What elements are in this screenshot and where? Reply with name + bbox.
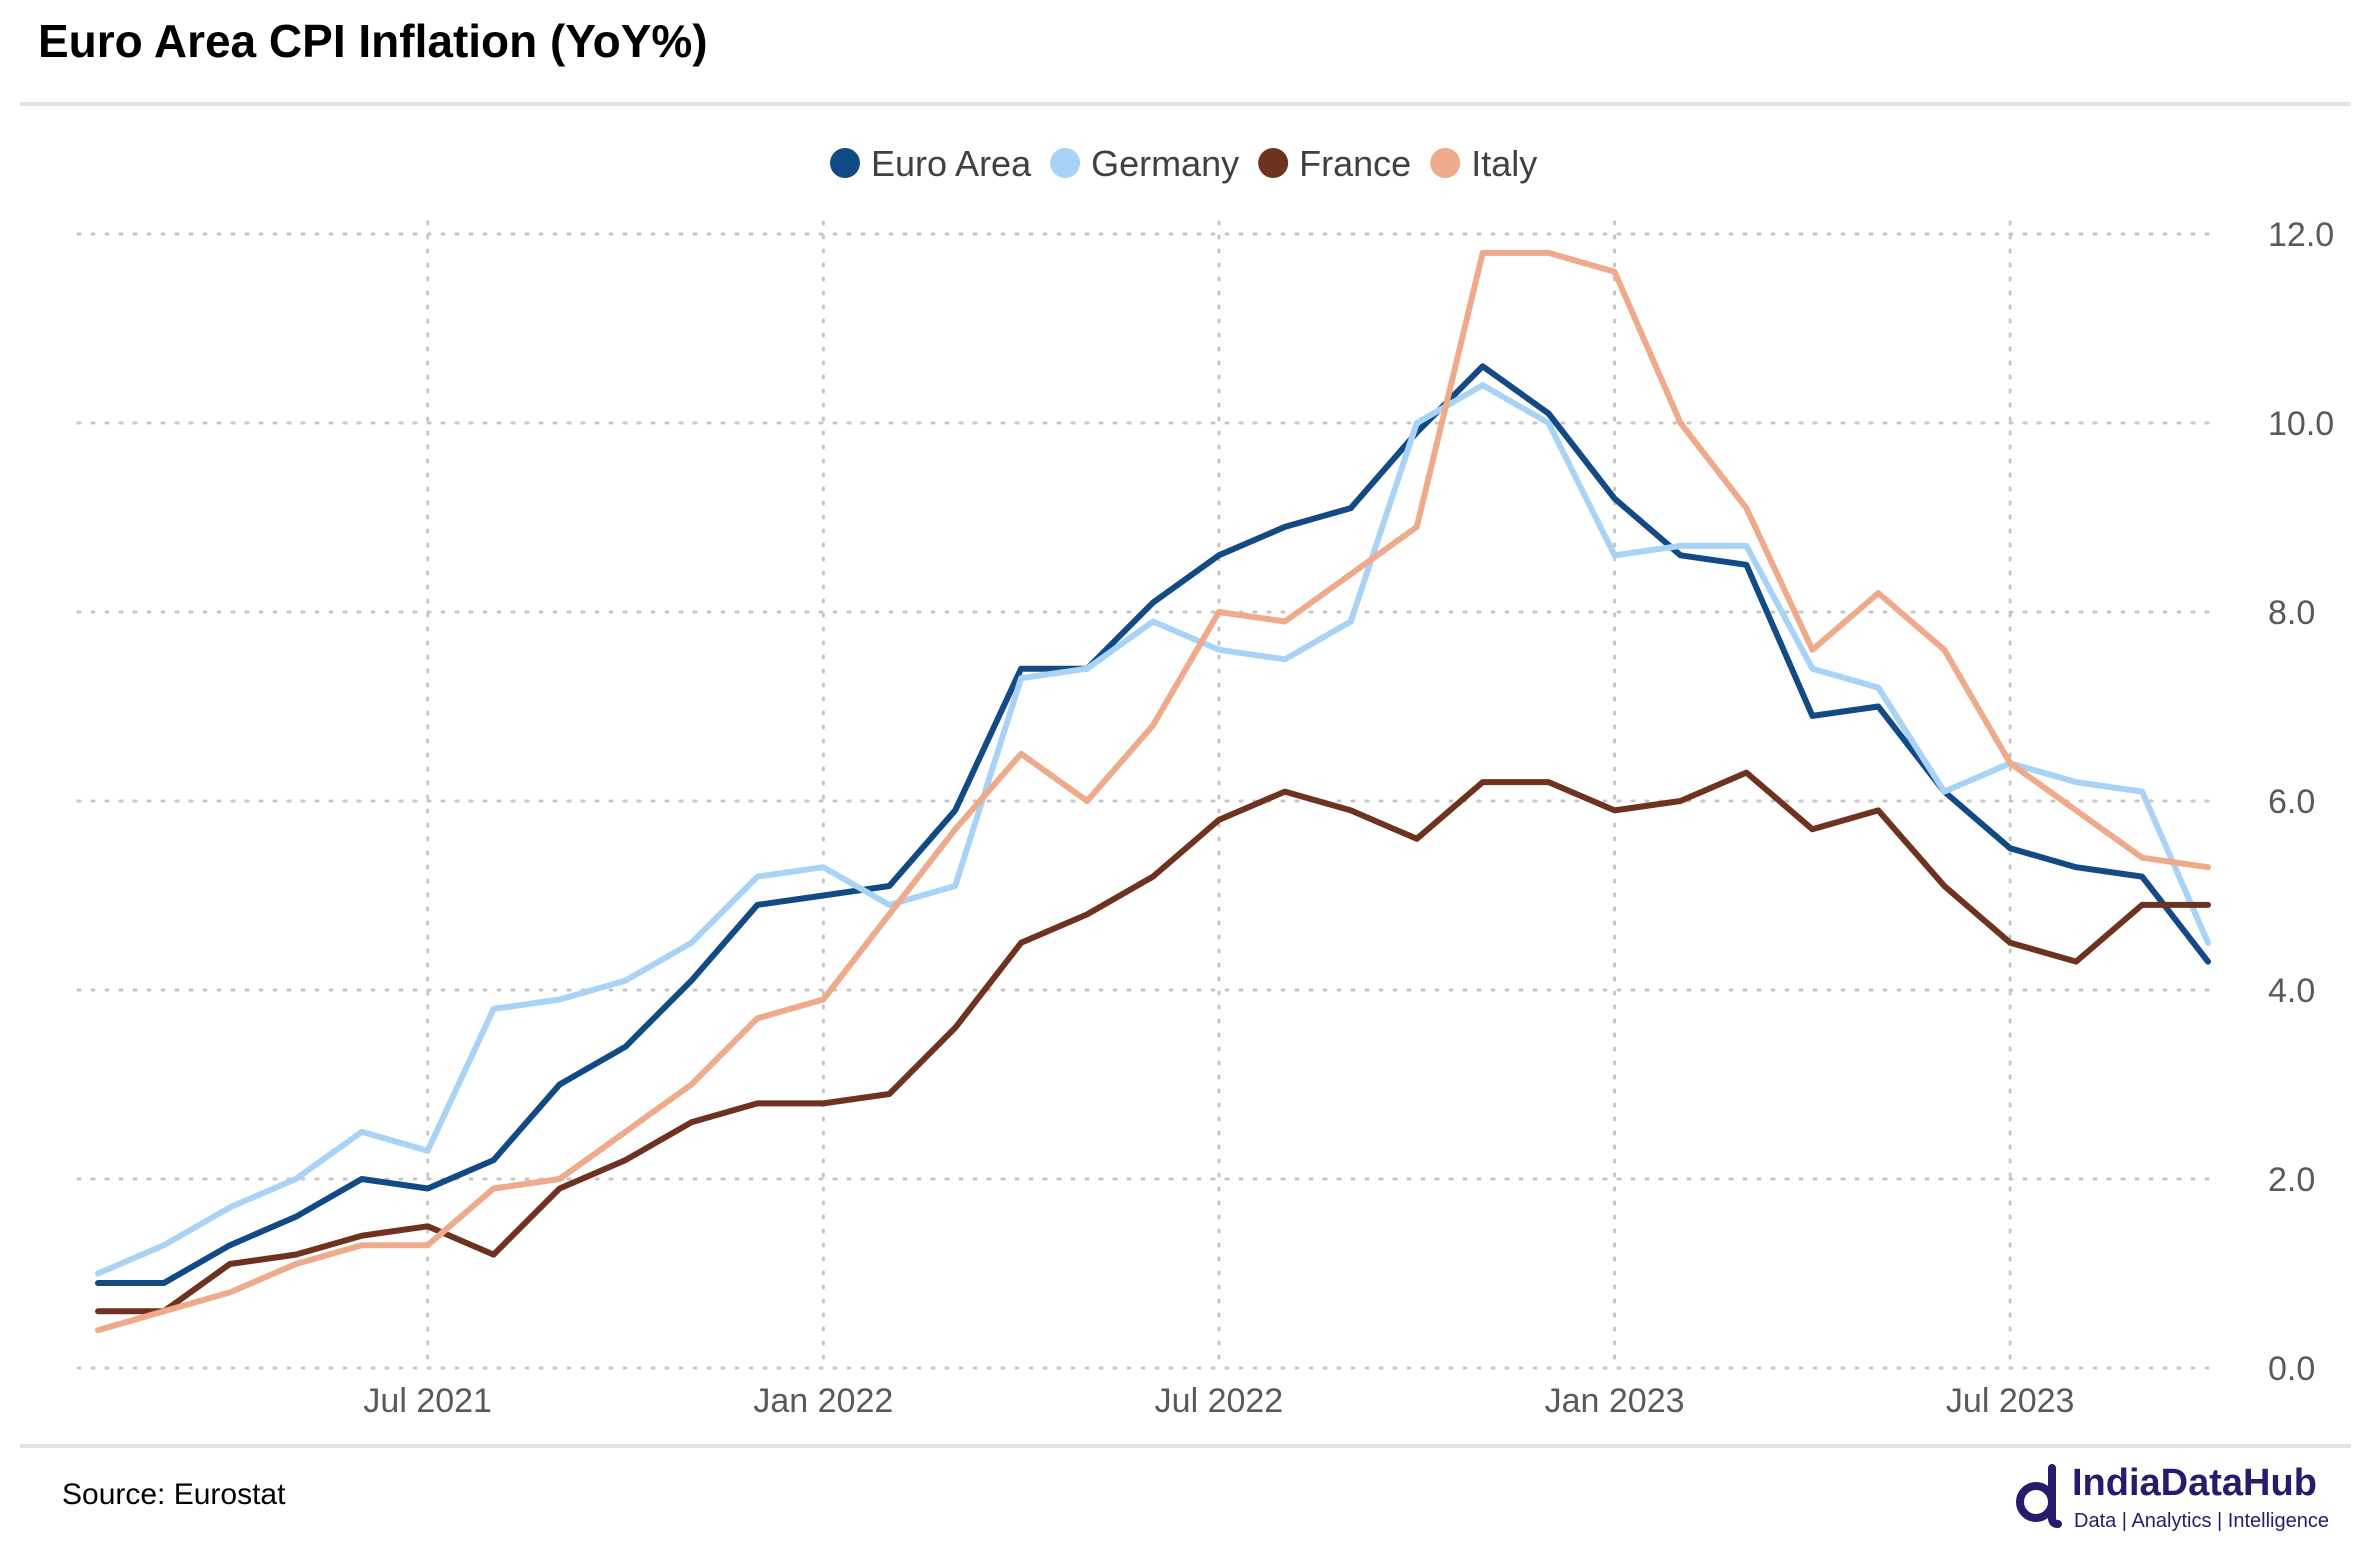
legend-label: Italy bbox=[1471, 143, 1537, 184]
chart-legend: Euro Area Germany France Italy bbox=[830, 143, 1537, 184]
legend-marker bbox=[1050, 148, 1081, 178]
x-tick-label: Jan 2023 bbox=[1545, 1382, 1685, 1420]
header-divider bbox=[20, 102, 2351, 106]
series-line-germany bbox=[95, 382, 2211, 1277]
legend-label: Euro Area bbox=[871, 143, 1032, 184]
legend-label: France bbox=[1299, 143, 1411, 184]
brand-name: IndiaDataHub bbox=[2072, 1462, 2317, 1504]
y-tick-label: 12.0 bbox=[2268, 216, 2334, 254]
legend-item-euro-area: Euro Area bbox=[830, 143, 1032, 184]
x-tick-label: Jan 2022 bbox=[753, 1382, 893, 1420]
series-line-euro-area bbox=[95, 363, 2211, 1286]
y-tick-label: 0.0 bbox=[2268, 1350, 2315, 1388]
brand-tagline: Data | Analytics | Intelligence bbox=[2074, 1510, 2329, 1532]
y-tick-label: 4.0 bbox=[2268, 972, 2315, 1010]
footer-divider bbox=[20, 1444, 2351, 1448]
page-title: Euro Area CPI Inflation (YoY%) bbox=[38, 15, 708, 67]
x-axis-ticks: Jul 2021 Jan 2022 Jul 2022 Jan 2023 Jul 2023 bbox=[363, 1382, 2074, 1420]
series-line-italy bbox=[95, 249, 2211, 1334]
legend-marker bbox=[1258, 148, 1289, 178]
legend-item-germany: Germany bbox=[1050, 143, 1239, 184]
x-tick-label: Jul 2023 bbox=[1946, 1382, 2075, 1420]
series-lines bbox=[95, 249, 2211, 1334]
legend-label: Germany bbox=[1091, 143, 1239, 184]
y-axis-ticks: 0.0 2.0 4.0 6.0 8.0 10.0 12.0 bbox=[2268, 216, 2334, 1388]
legend-item-france: France bbox=[1258, 143, 1411, 184]
series-line-france bbox=[95, 769, 2211, 1315]
y-tick-label: 8.0 bbox=[2268, 594, 2315, 632]
y-tick-label: 10.0 bbox=[2268, 405, 2334, 443]
gridlines bbox=[76, 220, 2222, 1370]
x-tick-label: Jul 2021 bbox=[363, 1382, 492, 1420]
legend-marker bbox=[1430, 148, 1461, 178]
legend-marker bbox=[830, 148, 860, 178]
logo-icon bbox=[2016, 1464, 2062, 1528]
brand-logo: IndiaDataHub Data | Analytics | Intellig… bbox=[2010, 1462, 2350, 1542]
y-tick-label: 2.0 bbox=[2268, 1161, 2315, 1199]
source-note: Source: Eurostat bbox=[62, 1478, 286, 1511]
legend-item-italy: Italy bbox=[1430, 143, 1537, 184]
y-tick-label: 6.0 bbox=[2268, 783, 2315, 821]
x-tick-label: Jul 2022 bbox=[1155, 1382, 1284, 1420]
